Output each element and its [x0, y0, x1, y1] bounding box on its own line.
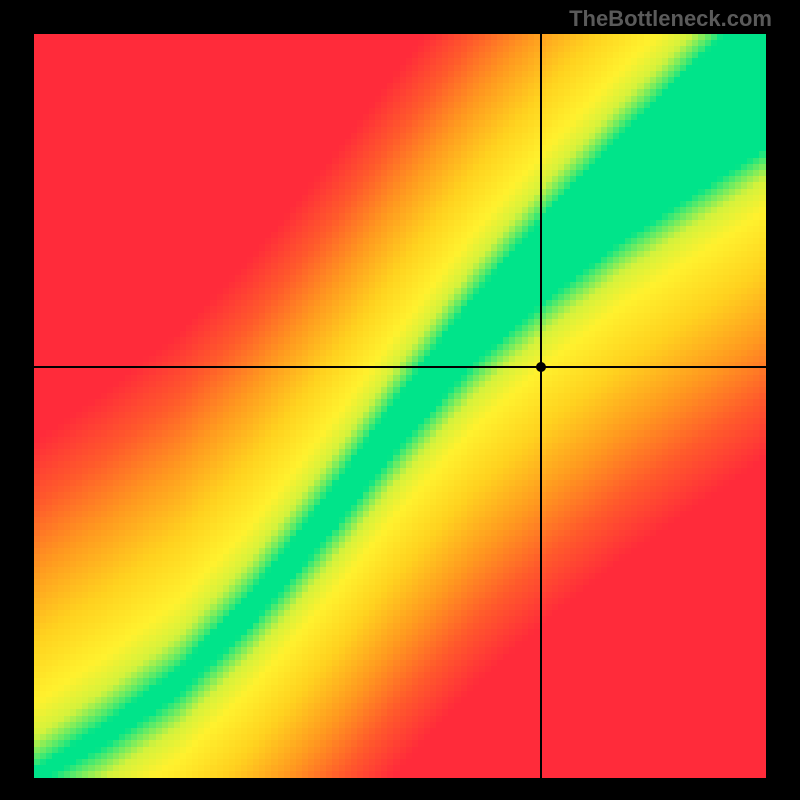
crosshair-vertical — [540, 34, 542, 778]
chart-container: TheBottleneck.com — [0, 0, 800, 800]
crosshair-marker — [536, 362, 546, 372]
watermark-text: TheBottleneck.com — [569, 6, 772, 32]
crosshair-horizontal — [34, 366, 766, 368]
bottleneck-heatmap — [34, 34, 766, 778]
